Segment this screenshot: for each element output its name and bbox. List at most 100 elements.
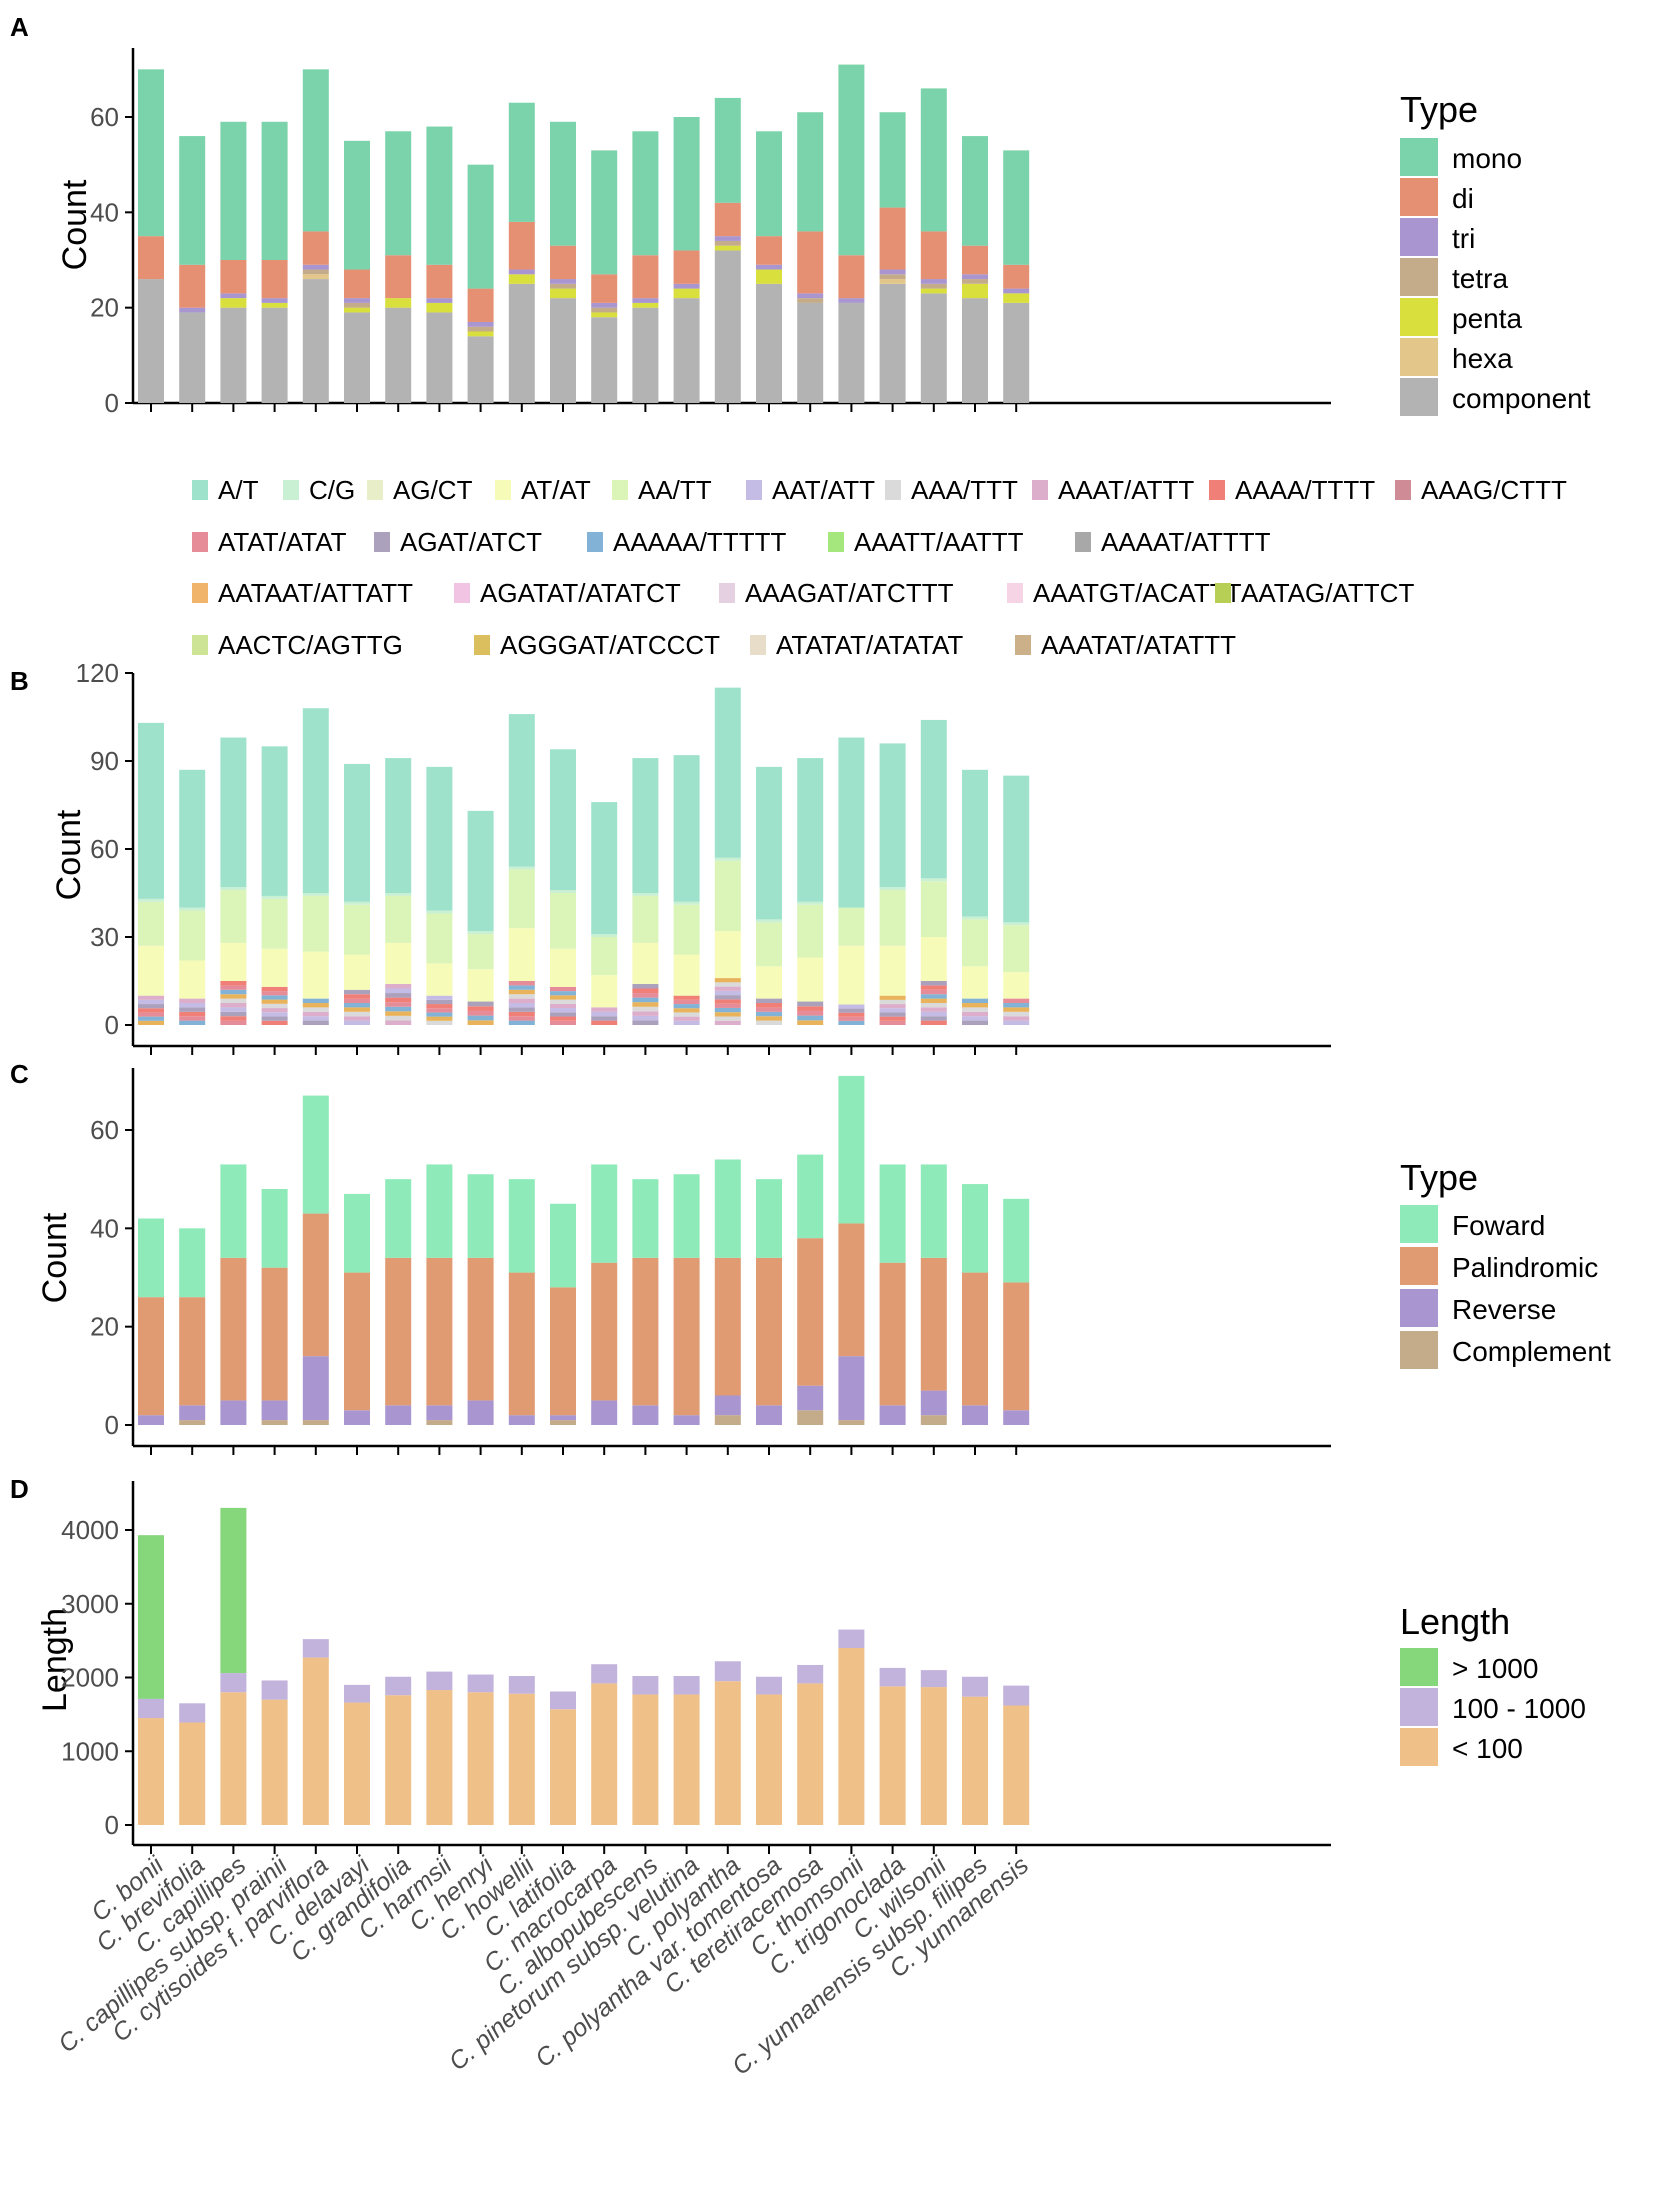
legend-key	[1400, 218, 1438, 256]
bar-segment-small-motif	[632, 1011, 659, 1016]
bar-segment-a-t	[179, 769, 206, 908]
bar-segment-c-g	[138, 898, 164, 902]
bar-segment-small-motif	[673, 1008, 700, 1013]
bar-segment-component	[426, 312, 453, 403]
motif-legend-label: AAATT/AATTT	[854, 527, 1024, 557]
bar-segment-palindromic	[138, 1297, 164, 1416]
motif-legend-key	[1209, 480, 1225, 500]
bar-segment-a-t	[261, 746, 288, 896]
bar-segment-small-motif	[385, 1006, 412, 1012]
bar-segment-100-1000	[179, 1703, 206, 1723]
bar-segment-a-t	[344, 763, 370, 902]
bar-segment-reverse	[632, 1405, 659, 1425]
y-tick-label: 90	[90, 746, 119, 776]
bar-segment-small-motif	[1003, 1003, 1030, 1008]
bar-segment-100-1000	[508, 1676, 535, 1694]
bar-segment-small-motif	[220, 1007, 247, 1012]
bar-segment-small-motif	[138, 1004, 164, 1009]
y-tick-label: 4000	[61, 1515, 119, 1545]
bar-segment-tri	[962, 274, 988, 280]
bar-segment-di	[261, 260, 288, 299]
bar-segment-component	[797, 302, 824, 403]
bar-segment-small-motif	[220, 994, 247, 999]
bar-segment-small-motif	[673, 1016, 700, 1021]
bar-segment-mono	[879, 112, 906, 208]
bar-segment-component	[302, 279, 329, 403]
motif-legend-key	[283, 480, 299, 500]
bar-segment-small-motif	[138, 999, 164, 1005]
bar-segment-c-g	[632, 893, 659, 896]
bar-segment-at-at	[179, 960, 206, 999]
bar-segment-palindromic	[797, 1238, 824, 1386]
bar-segment-small-motif	[467, 1006, 494, 1011]
y-tick-label: 0	[105, 1410, 119, 1440]
bar-segment-tri	[426, 298, 453, 303]
bar-segment-c-g	[302, 893, 329, 896]
bar-segment-small-motif	[797, 1020, 824, 1025]
legend-key	[1400, 1205, 1438, 1243]
bar-segment-aa-tt	[673, 904, 700, 955]
bar-segment-tri	[838, 298, 865, 303]
bar-segment-foward	[220, 1164, 247, 1258]
bar-segment--100	[138, 1718, 164, 1825]
bar-segment-tetra	[591, 307, 618, 313]
bar-segment-small-motif	[508, 1007, 535, 1012]
bar-segment-small-motif	[179, 1011, 206, 1017]
bar-segment-at-at	[962, 966, 988, 999]
bar-segment-small-motif	[302, 1011, 329, 1017]
bar-segment-palindromic	[261, 1267, 288, 1401]
bar-segment-small-motif	[714, 1012, 741, 1017]
bar-segment-a-t	[220, 737, 247, 888]
bar-segment-penta	[632, 302, 659, 308]
legend-key	[1400, 298, 1438, 336]
motif-legend-label: A/T	[218, 475, 259, 505]
motif-legend-label: AAA/TTT	[911, 475, 1018, 505]
bar-segment-small-motif	[550, 1016, 576, 1021]
bar-segment-penta	[508, 274, 535, 284]
bar-segment-aa-tt	[179, 910, 206, 961]
bar-segment-at-at	[591, 975, 618, 1008]
bar-segment-small-motif	[179, 1016, 206, 1021]
bar-segment-palindromic	[426, 1257, 453, 1406]
bar-segment-at-at	[756, 966, 782, 999]
bar-segment-component	[673, 298, 700, 403]
bar-segment-small-motif	[426, 1016, 453, 1021]
bar-segment-small-motif	[673, 1004, 700, 1009]
y-tick-label: 3000	[61, 1589, 119, 1619]
bar-segment-small-motif	[302, 1003, 329, 1008]
bar-segment-foward	[838, 1075, 865, 1224]
bar-segment--1000	[220, 1507, 247, 1674]
y-tick-label: 0	[105, 1810, 119, 1840]
motif-legend-label: AAATAT/ATATTT	[1041, 630, 1236, 660]
motif-legend-label: AGAT/ATCT	[400, 527, 542, 557]
bar-segment-small-motif	[385, 997, 412, 1003]
bar-segment-small-motif	[838, 1020, 865, 1025]
bar-segment-reverse	[302, 1356, 329, 1421]
bar-segment-small-motif	[344, 989, 370, 995]
panel-label-b: B	[10, 666, 29, 696]
bar-segment-reverse	[962, 1405, 988, 1425]
bar-segment--100	[879, 1686, 906, 1825]
y-tick-label: 60	[90, 1115, 119, 1145]
bar-segment-at-at	[467, 969, 494, 1002]
bar-segment-c-g	[508, 866, 535, 870]
bar-segment-100-1000	[591, 1664, 618, 1684]
bar-segment-small-motif	[632, 1006, 659, 1012]
bar-segment-small-motif	[385, 988, 412, 994]
bar-segment-aa-tt	[1003, 925, 1030, 973]
bar-segment-foward	[920, 1164, 947, 1258]
bar-segment-di	[673, 250, 700, 284]
legend-label: Palindromic	[1452, 1252, 1598, 1283]
bar-segment-small-motif	[179, 998, 206, 1003]
bar-segment-a-t	[920, 719, 947, 879]
motif-legend-label: AAT/ATT	[772, 475, 875, 505]
bar-segment-small-motif	[550, 999, 576, 1004]
bar-segment-small-motif	[962, 1007, 988, 1012]
bar-segment-small-motif	[508, 1020, 535, 1025]
bar-segment-palindromic	[673, 1257, 700, 1416]
bar-segment-small-motif	[714, 999, 741, 1004]
bar-segment-small-motif	[385, 983, 412, 989]
bar-segment-tri	[920, 279, 947, 284]
bar-segment-small-motif	[1003, 1020, 1030, 1025]
panel-d-plot: 0 1000 2000 3000 4000	[61, 1481, 1331, 1854]
